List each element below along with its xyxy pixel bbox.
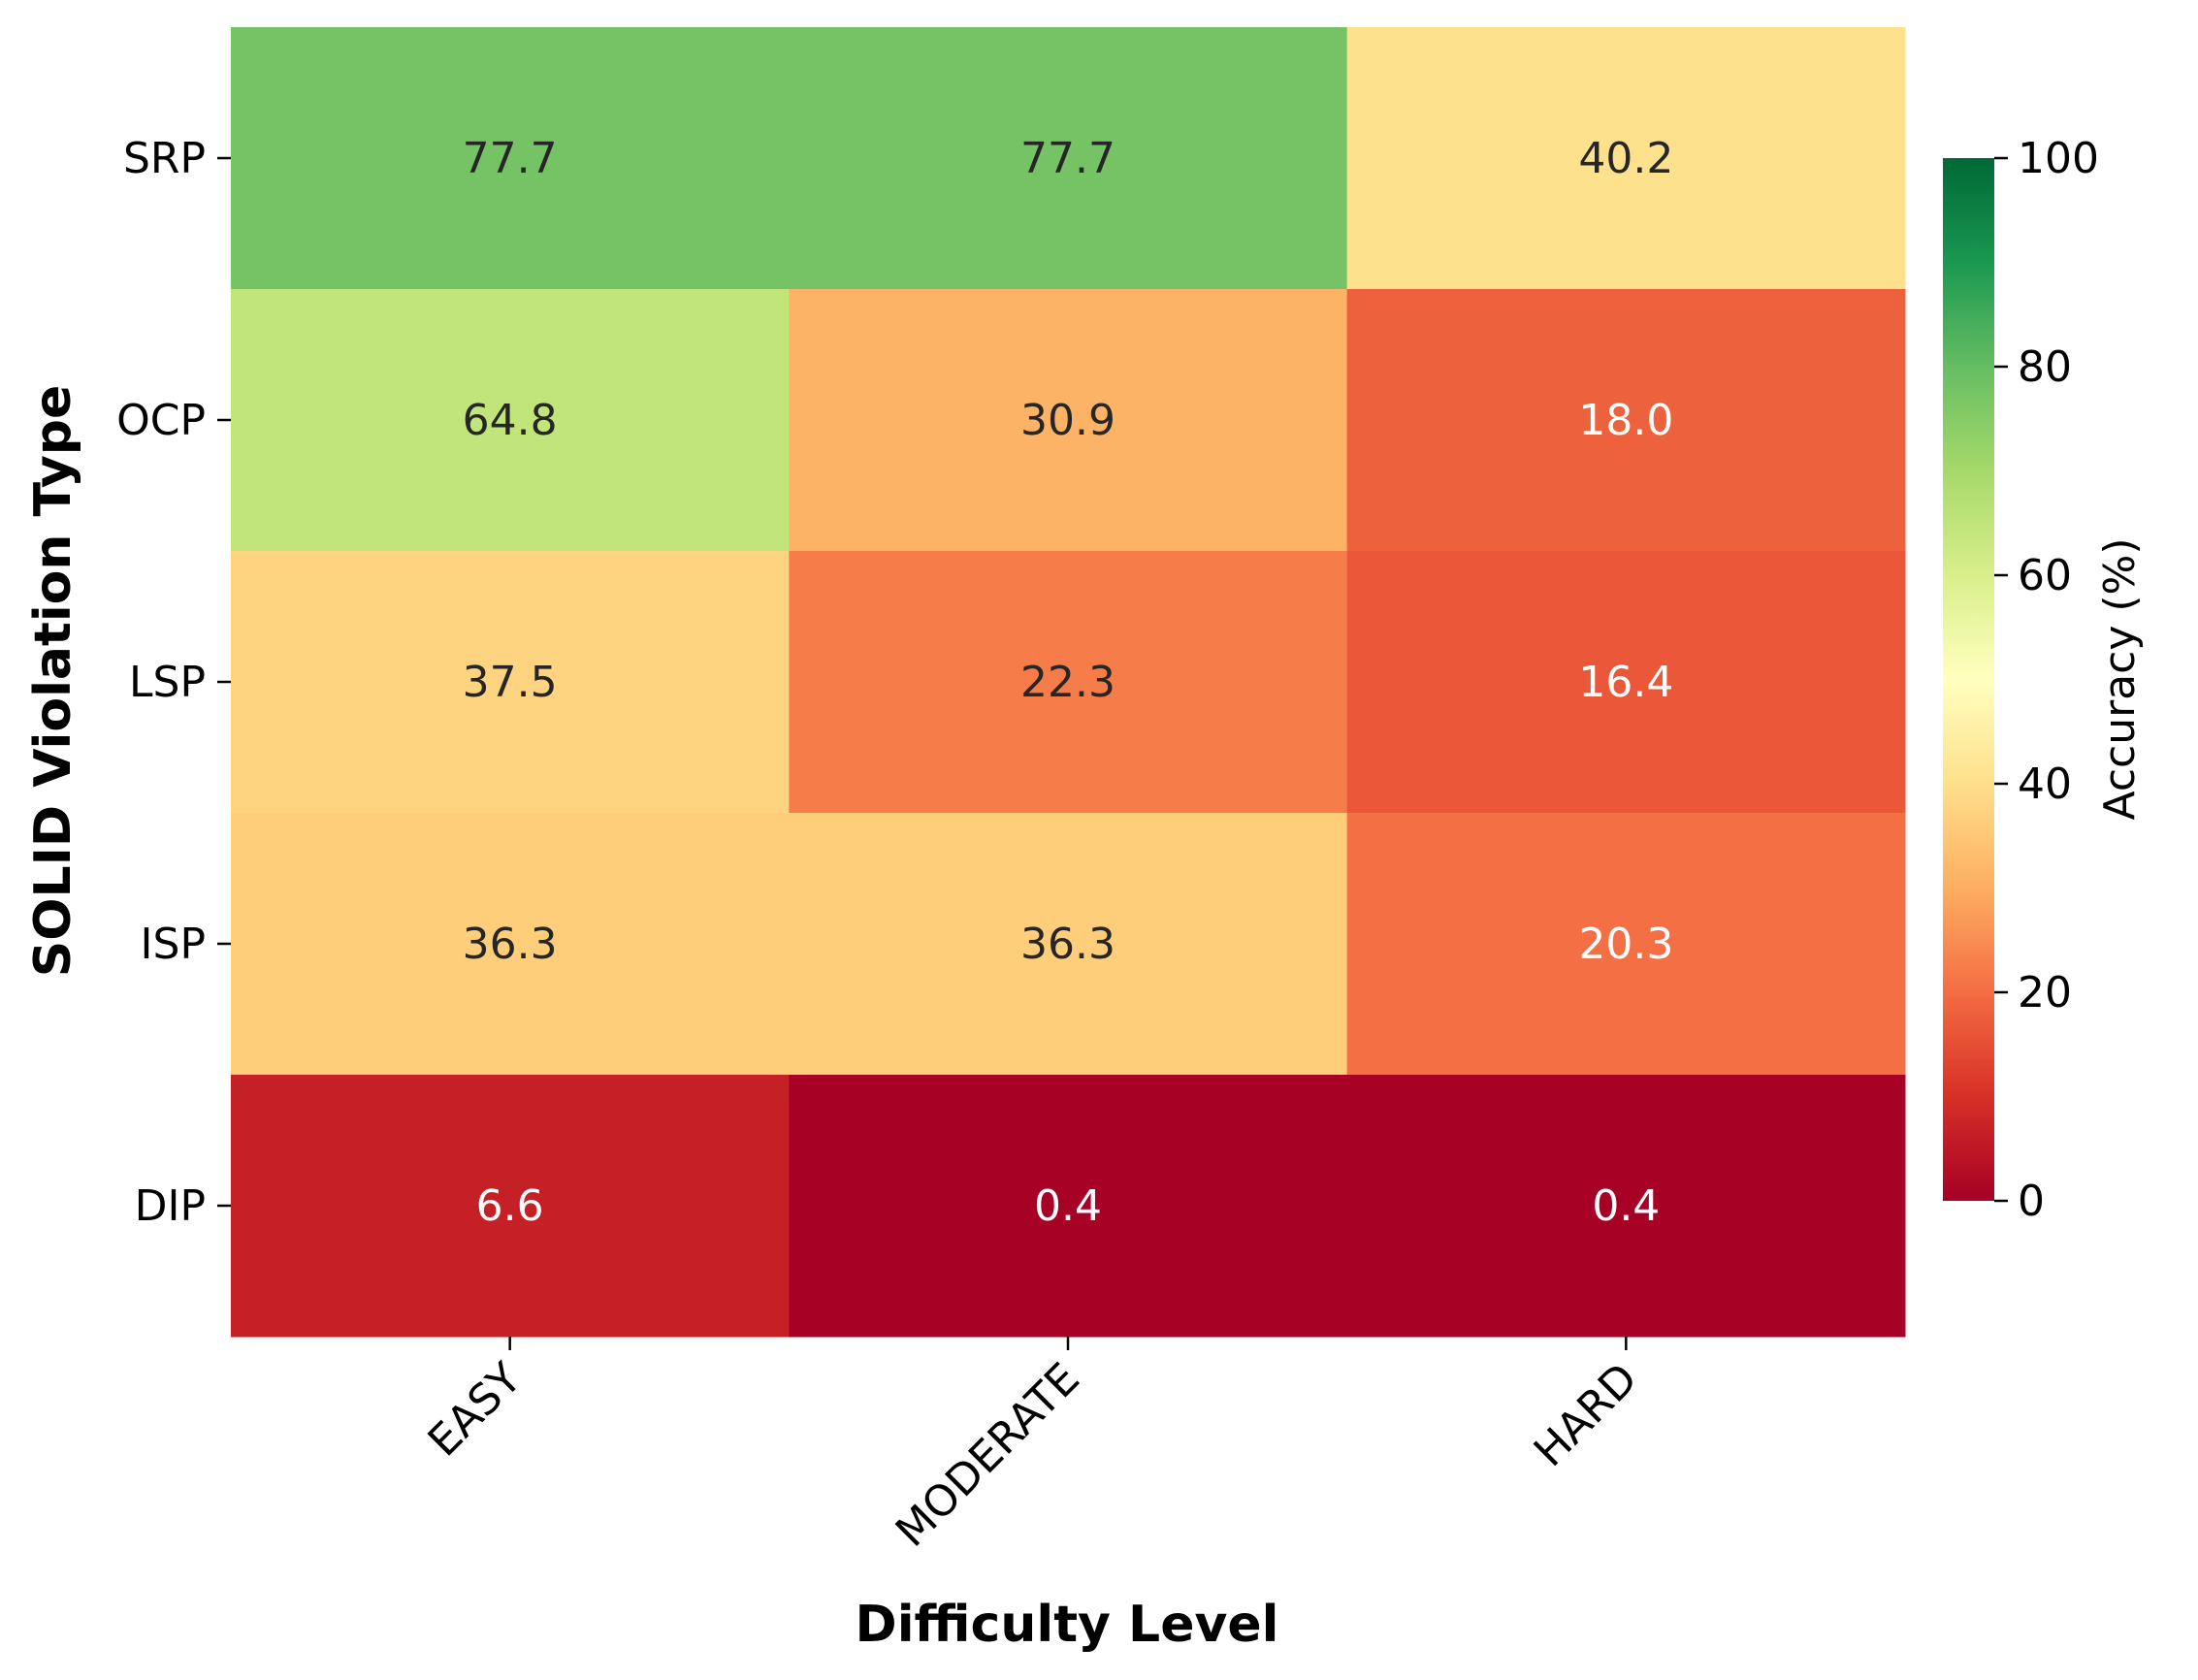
x-tick-label: HARD	[1525, 1354, 1647, 1476]
heatmap-cell	[789, 1075, 1348, 1338]
colorbar-tick-label: 60	[2018, 551, 2072, 600]
y-tick-label: OCP	[116, 396, 206, 445]
heatmap-cell	[1346, 27, 1906, 290]
heatmap-cell	[231, 27, 790, 290]
colorbar: 0 20 40 60 80 100 Accuracy (%)	[1943, 134, 2145, 1226]
colorbar-title: Accuracy (%)	[2095, 537, 2145, 820]
y-tick-label: DIP	[135, 1181, 206, 1231]
heatmap-cell	[1346, 551, 1906, 814]
cell-value-label: 36.3	[463, 920, 558, 969]
y-axis-title: SOLID Violation Type	[24, 385, 82, 977]
colorbar-ticks: 0 20 40 60 80 100	[1994, 134, 2099, 1226]
heatmap-cell	[789, 813, 1348, 1076]
heatmap-cell	[231, 551, 790, 814]
heatmap-cell	[231, 813, 790, 1076]
colorbar-tick-label: 20	[2018, 968, 2072, 1018]
y-axis: SRP OCP LSP ISP DIP	[116, 134, 231, 1231]
cell-value-label: 30.9	[1020, 396, 1115, 445]
cell-value-label: 6.6	[476, 1181, 544, 1231]
cell-value-label: 36.3	[1020, 920, 1115, 969]
cell-value-label: 0.4	[1592, 1181, 1660, 1231]
colorbar-tick-label: 40	[2018, 759, 2072, 809]
cell-value-label: 18.0	[1578, 396, 1673, 445]
cell-value-label: 77.7	[1020, 134, 1115, 183]
heatmap-cell	[231, 289, 790, 552]
cell-value-label: 37.5	[463, 658, 558, 707]
cell-value-label: 16.4	[1578, 658, 1673, 707]
x-tick-label: EASY	[419, 1354, 532, 1467]
cell-value-label: 22.3	[1020, 658, 1115, 707]
cell-value-label: 20.3	[1578, 920, 1673, 969]
heatmap-cell	[789, 551, 1348, 814]
heatmap-cell	[231, 1075, 790, 1338]
cell-value-label: 40.2	[1578, 134, 1673, 183]
colorbar-tick-label: 80	[2018, 342, 2072, 392]
y-tick-label: ISP	[141, 920, 206, 969]
x-axis: EASY MODERATE HARD	[419, 1337, 1647, 1557]
heatmap-cell	[1346, 813, 1906, 1076]
cell-value-label: 0.4	[1034, 1181, 1102, 1231]
colorbar-gradient	[1943, 158, 1994, 1201]
heatmap-cells	[231, 27, 1906, 1338]
y-tick-label: SRP	[123, 134, 206, 183]
cell-value-label: 64.8	[463, 396, 558, 445]
x-tick-label: MODERATE	[887, 1354, 1089, 1557]
cell-value-label: 77.7	[463, 134, 558, 183]
heatmap-cell	[1346, 1075, 1906, 1338]
colorbar-tick-label: 0	[2018, 1177, 2045, 1226]
heatmap-cell	[1346, 289, 1906, 552]
x-axis-title: Difficulty Level	[856, 1596, 1279, 1654]
heatmap-cell	[789, 27, 1348, 290]
colorbar-tick-label: 100	[2018, 134, 2099, 183]
cell-value-labels: 77.7 77.7 40.2 64.8 30.9 18.0 37.5 22.3 16.4 36.3…	[463, 134, 1674, 1231]
heatmap-cell	[789, 289, 1348, 552]
y-tick-label: LSP	[129, 658, 206, 707]
